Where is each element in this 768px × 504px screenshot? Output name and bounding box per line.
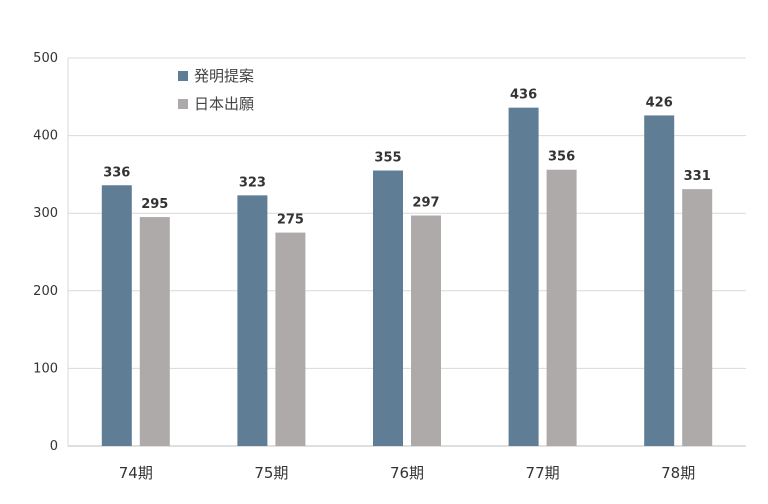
bar-series-2 bbox=[139, 217, 170, 446]
y-tick-label: 400 bbox=[33, 129, 58, 144]
data-label: 356 bbox=[548, 150, 575, 165]
data-label: 323 bbox=[239, 175, 266, 190]
data-label: 355 bbox=[374, 151, 401, 166]
data-label: 426 bbox=[646, 95, 673, 110]
axes: 0 100 200 300 400 500 74期 75期 76期 77期 78期 bbox=[33, 51, 746, 482]
data-label: 295 bbox=[141, 197, 168, 212]
bar-series-2 bbox=[546, 169, 577, 446]
y-tick-label: 500 bbox=[33, 51, 58, 66]
bar-series-1 bbox=[101, 185, 132, 446]
y-tick-label: 200 bbox=[33, 284, 58, 299]
data-label: 331 bbox=[684, 169, 711, 184]
gridlines bbox=[68, 57, 746, 369]
bar-series-2 bbox=[275, 232, 306, 446]
y-tick-label: 100 bbox=[33, 361, 58, 376]
bar-series-1 bbox=[644, 115, 675, 446]
legend-label: 発明提案 bbox=[194, 67, 254, 85]
bar-series-2 bbox=[411, 215, 441, 446]
data-label: 275 bbox=[277, 213, 304, 228]
data-label: 436 bbox=[510, 88, 537, 103]
bars bbox=[101, 107, 713, 447]
data-labels: 336 295 323 275 355 297 436 356 426 331 bbox=[103, 88, 711, 228]
legend-label: 日本出願 bbox=[194, 95, 254, 113]
legend-swatch bbox=[178, 71, 188, 81]
data-label: 336 bbox=[103, 165, 130, 180]
x-tick-label: 75期 bbox=[254, 464, 288, 482]
y-tick-label: 0 bbox=[50, 439, 58, 454]
bar-series-1 bbox=[373, 170, 403, 446]
x-tick-label: 74期 bbox=[119, 464, 153, 482]
data-label: 297 bbox=[412, 196, 439, 211]
bar-series-1 bbox=[508, 107, 539, 446]
x-tick-label: 76期 bbox=[390, 464, 424, 482]
x-tick-label: 77期 bbox=[526, 464, 560, 482]
legend-swatch bbox=[178, 99, 188, 109]
bar-series-1 bbox=[237, 195, 268, 446]
x-tick-label: 78期 bbox=[661, 464, 695, 482]
bar-series-2 bbox=[682, 189, 713, 447]
y-tick-label: 300 bbox=[33, 206, 58, 221]
